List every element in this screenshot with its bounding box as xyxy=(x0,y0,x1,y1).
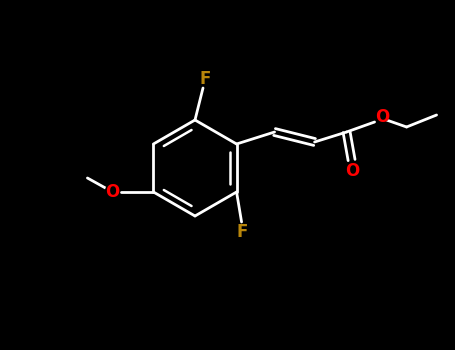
Text: O: O xyxy=(105,183,120,201)
Text: F: F xyxy=(237,223,248,241)
Text: F: F xyxy=(236,223,249,241)
Text: O: O xyxy=(104,182,121,202)
Text: F: F xyxy=(199,70,211,88)
Text: O: O xyxy=(375,108,389,126)
Text: O: O xyxy=(374,107,391,126)
Text: F: F xyxy=(198,70,212,89)
Text: O: O xyxy=(344,161,361,181)
Text: O: O xyxy=(345,162,360,180)
